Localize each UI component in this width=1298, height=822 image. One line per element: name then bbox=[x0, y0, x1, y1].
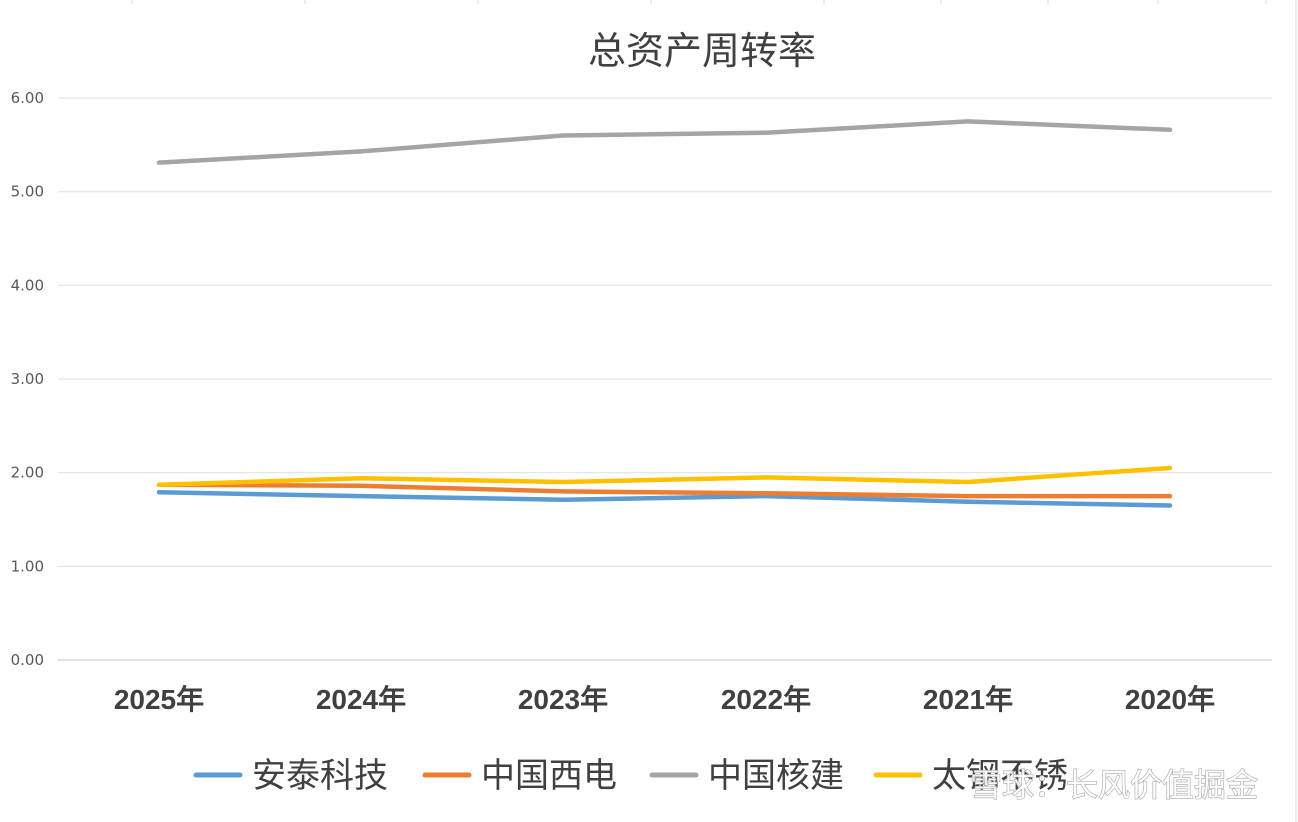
watermark: 雪球：长风价值掘金 bbox=[970, 766, 1258, 804]
series-line-2 bbox=[156, 482, 1173, 499]
x-tick-label: 2025年 bbox=[114, 683, 204, 715]
y-tick-label: 2.00 bbox=[11, 464, 44, 482]
legend-label: 安泰科技 bbox=[252, 756, 388, 796]
y-tick-label: 1.00 bbox=[11, 557, 44, 575]
y-tick-label: 5.00 bbox=[11, 183, 44, 201]
y-tick-label: 4.00 bbox=[11, 276, 44, 294]
x-tick-label: 2020年 bbox=[1125, 683, 1215, 715]
x-tick-label: 2022年 bbox=[721, 683, 811, 715]
x-axis-tick-labels: 2025年 2024年 2023年 2022年 2021年 2020年 bbox=[114, 683, 1215, 715]
series-line-4 bbox=[156, 465, 1173, 488]
y-tick-label: 0.00 bbox=[11, 651, 44, 669]
y-axis-tick-labels: 0.00 1.00 2.00 3.00 4.00 5.00 6.00 bbox=[11, 89, 44, 669]
x-tick-label: 2021年 bbox=[923, 683, 1013, 715]
legend-label: 中国西电 bbox=[481, 756, 617, 796]
chart-title: 总资产周转率 bbox=[588, 29, 816, 73]
series-line-1 bbox=[156, 490, 1173, 508]
series-lines bbox=[156, 119, 1173, 508]
y-tick-label: 3.00 bbox=[11, 370, 44, 388]
x-tick-label: 2023年 bbox=[518, 683, 608, 715]
series-line-3 bbox=[156, 119, 1173, 165]
x-tick-label: 2024年 bbox=[316, 683, 406, 715]
legend-label: 中国核建 bbox=[708, 756, 844, 796]
legend-label: 太钢不锈 bbox=[932, 756, 1068, 796]
legend: 安泰科技 中国西电 中国核建 太钢不锈 bbox=[193, 756, 1068, 796]
y-tick-label: 6.00 bbox=[11, 89, 44, 107]
gridlines bbox=[58, 97, 1272, 661]
sheet-background-lines bbox=[131, 0, 1297, 822]
